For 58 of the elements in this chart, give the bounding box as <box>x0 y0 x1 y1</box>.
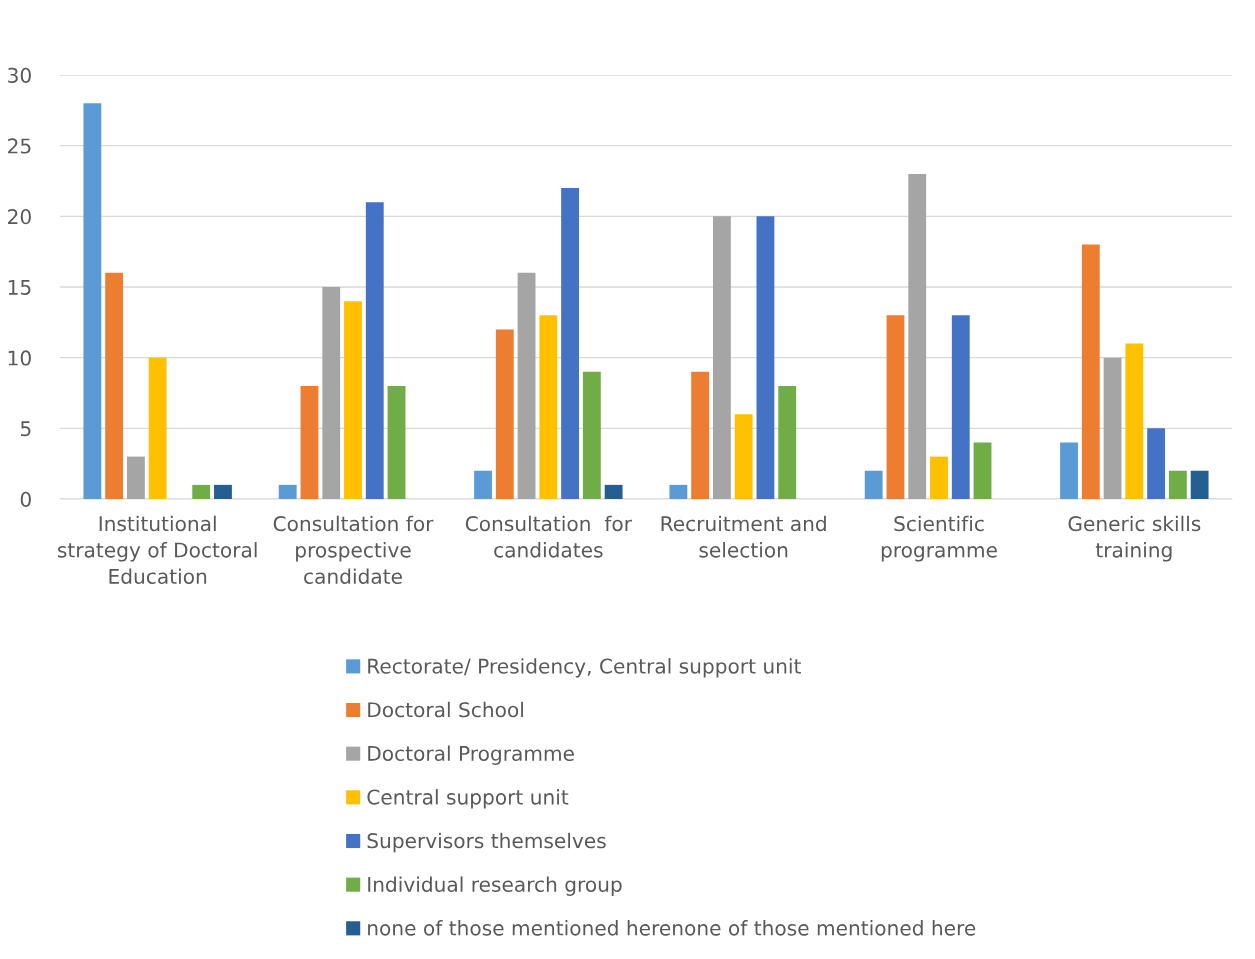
legend-label: Supervisors themselves <box>367 832 606 853</box>
x-tick-label: Consultation for prospective candidate <box>273 515 434 585</box>
bar <box>495 329 514 499</box>
x-tick-label: Recruitment and selection <box>661 515 826 558</box>
bar <box>973 442 992 499</box>
bar <box>734 414 753 499</box>
bar <box>539 315 558 499</box>
bar <box>365 202 384 499</box>
y-tick-label: 0 <box>20 491 31 507</box>
bar <box>1060 442 1078 499</box>
bar <box>1081 244 1100 499</box>
y-tick-label: 25 <box>8 138 31 154</box>
bar <box>517 272 536 499</box>
bar <box>930 456 948 499</box>
legend-label: Central support unit <box>367 789 569 809</box>
bar <box>278 484 297 499</box>
bar <box>561 188 580 499</box>
bar <box>322 287 341 499</box>
bar <box>214 484 232 499</box>
legend-label: Doctoral Programme <box>368 745 574 765</box>
bar <box>1125 343 1144 499</box>
bar <box>886 315 905 499</box>
y-tick-label: 15 <box>8 279 31 295</box>
x-tick-label: Generic skills training <box>1068 515 1201 562</box>
bar <box>691 371 710 499</box>
bar <box>148 357 167 499</box>
legend-label: none of those mentioned herenone of those mentioned here <box>368 920 976 936</box>
bar <box>1190 470 1209 499</box>
y-tick-label: 30 <box>8 67 31 83</box>
x-tick-label: Consultation for candidates <box>465 515 632 558</box>
bar <box>300 385 319 499</box>
bar <box>604 484 623 499</box>
bar <box>1147 428 1166 499</box>
bar <box>908 173 927 499</box>
bar <box>951 315 970 499</box>
legend-label: Doctoral School <box>368 701 523 718</box>
y-tick-label: 20 <box>8 209 31 225</box>
bar <box>756 216 775 499</box>
bar <box>192 484 211 499</box>
bar <box>1168 470 1187 499</box>
bar <box>1103 357 1122 499</box>
bar <box>387 385 406 499</box>
bar <box>83 103 102 499</box>
legend-label: Rectorate/ Presidency, Central support unit <box>368 658 801 678</box>
bar <box>712 216 731 499</box>
y-tick-label: 5 <box>20 421 31 437</box>
bar <box>105 272 124 499</box>
bar <box>582 371 601 499</box>
legend-label: Individual research group <box>368 876 622 896</box>
x-tick-label: Institutional strategy of Doctoral Education <box>57 515 257 585</box>
x-tick-label: Scientific programme <box>881 515 997 562</box>
bar <box>864 470 883 499</box>
bar <box>778 385 797 499</box>
bar <box>344 301 362 499</box>
bar <box>126 456 145 499</box>
bar <box>474 470 492 499</box>
y-tick-label: 10 <box>8 350 31 366</box>
bar <box>669 484 688 499</box>
